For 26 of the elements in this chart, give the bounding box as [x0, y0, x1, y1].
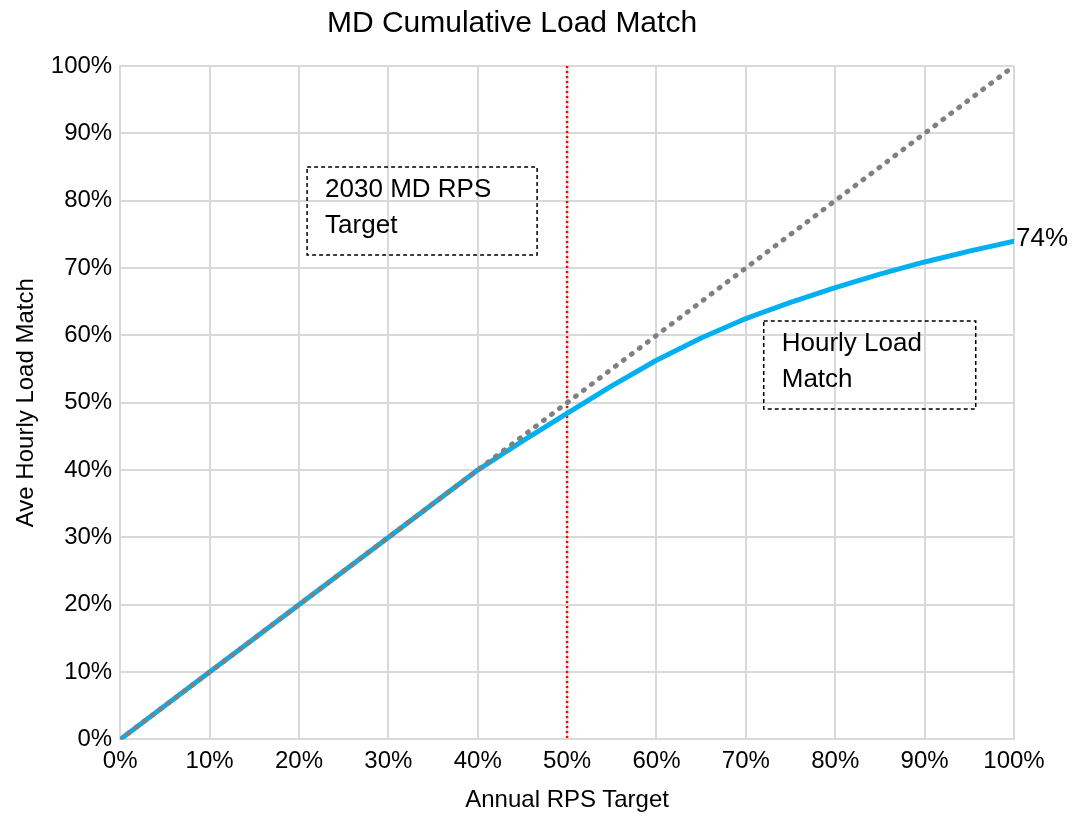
x-tick-label: 80% — [811, 746, 860, 774]
y-tick-label: 90% — [64, 117, 113, 145]
y-tick-label: 50% — [64, 387, 113, 415]
y-axis-title: Ave Hourly Load Match — [11, 278, 39, 528]
x-tick-label: 20% — [274, 746, 323, 774]
x-tick-label: 30% — [364, 746, 413, 774]
annotation: 74% — [1016, 222, 1069, 253]
y-tick-label: 100% — [50, 50, 113, 78]
y-tick-label: 20% — [64, 589, 113, 617]
y-tick-label: 40% — [64, 454, 113, 482]
x-tick-label: 10% — [185, 746, 234, 774]
y-tick-label: 30% — [64, 522, 113, 550]
x-tick-label: 90% — [900, 746, 949, 774]
ref-line-label: 2030 MD RPS Target — [325, 173, 492, 240]
y-tick-label: 70% — [64, 252, 113, 280]
x-tick-label: 60% — [632, 746, 681, 774]
chart-title: MD Cumulative Load Match — [326, 5, 698, 39]
y-tick-label: 60% — [64, 319, 113, 347]
x-tick-label: 40% — [453, 746, 502, 774]
series-label: Hourly Load Match — [781, 327, 922, 394]
x-tick-label: 50% — [543, 746, 592, 774]
x-tick-label: 100% — [983, 746, 1045, 774]
y-tick-label: 10% — [64, 656, 113, 684]
y-tick-label: 80% — [64, 185, 113, 213]
x-axis-title: Annual RPS Target — [465, 785, 670, 813]
x-tick-label: 70% — [721, 746, 770, 774]
